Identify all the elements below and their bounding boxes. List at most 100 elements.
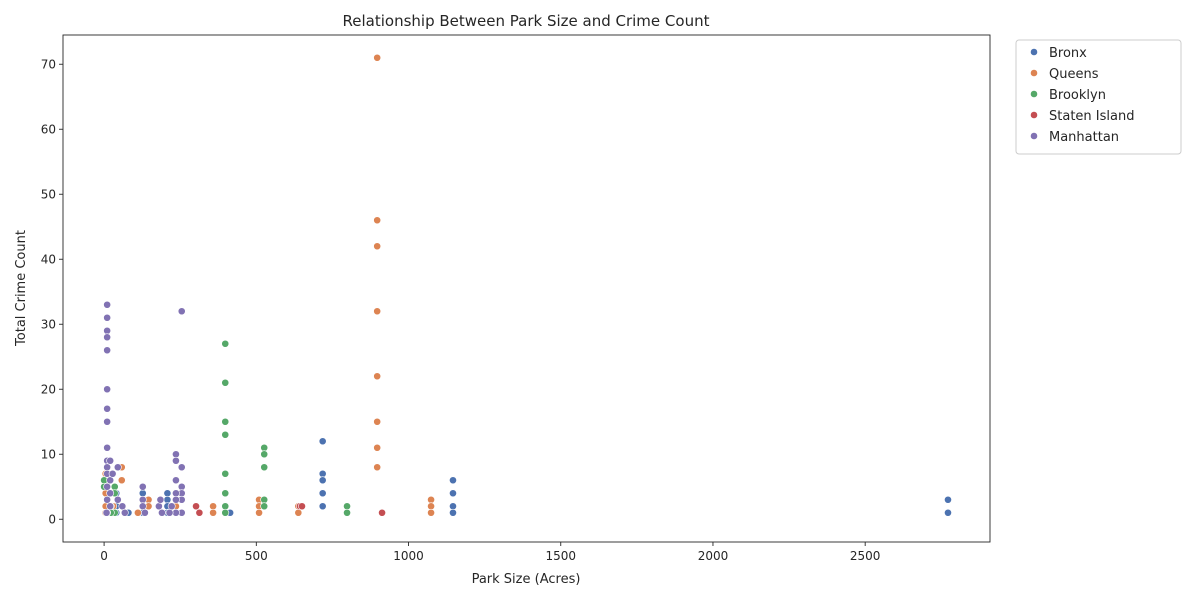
point-queens-15 bbox=[255, 508, 263, 517]
point-queens-10 bbox=[427, 508, 435, 517]
point-manhattan-36 bbox=[156, 495, 165, 504]
chart-title: Relationship Between Park Size and Crime… bbox=[343, 12, 710, 30]
point-queens-16 bbox=[209, 502, 217, 511]
point-manhattan-29 bbox=[172, 495, 180, 504]
point-queens-9 bbox=[427, 502, 435, 511]
point-manhattan-40 bbox=[113, 463, 122, 472]
point-staten-island-4 bbox=[378, 508, 386, 517]
point-staten-island-1 bbox=[195, 508, 204, 517]
legend-marker-staten-island bbox=[1030, 111, 1038, 119]
point-brooklyn-1 bbox=[221, 378, 230, 387]
point-manhattan-1 bbox=[103, 313, 112, 322]
point-brooklyn-12 bbox=[260, 502, 269, 511]
y-tick-label: 30 bbox=[41, 317, 56, 331]
legend-marker-manhattan bbox=[1030, 132, 1038, 140]
point-queens-7 bbox=[373, 463, 382, 472]
point-manhattan-26 bbox=[172, 456, 180, 465]
y-tick-label: 60 bbox=[41, 122, 56, 136]
y-tick-label: 0 bbox=[48, 512, 56, 526]
legend-marker-queens bbox=[1030, 69, 1038, 77]
point-brooklyn-11 bbox=[260, 495, 269, 504]
point-manhattan-17 bbox=[106, 489, 115, 498]
point-manhattan-19 bbox=[177, 307, 186, 316]
point-bronx-16 bbox=[138, 489, 147, 498]
point-queens-5 bbox=[373, 417, 382, 426]
point-manhattan-20 bbox=[177, 463, 186, 472]
point-brooklyn-5 bbox=[221, 489, 230, 498]
x-axis-label: Park Size (Acres) bbox=[472, 572, 581, 587]
point-queens-12 bbox=[294, 508, 303, 517]
point-bronx-12 bbox=[163, 489, 172, 498]
y-tick-label: 70 bbox=[41, 57, 56, 71]
point-manhattan-25 bbox=[172, 450, 180, 459]
point-brooklyn-13 bbox=[343, 502, 351, 511]
y-tick-label: 40 bbox=[41, 252, 56, 266]
point-manhattan-32 bbox=[138, 495, 147, 504]
point-manhattan-45 bbox=[108, 469, 117, 478]
point-manhattan-21 bbox=[177, 482, 186, 491]
point-manhattan-37 bbox=[158, 508, 166, 517]
y-axis-ticks: 0 10 20 30 40 50 60 70 bbox=[41, 57, 63, 526]
point-brooklyn-7 bbox=[221, 508, 230, 517]
point-queens-8 bbox=[427, 495, 435, 504]
point-manhattan-27 bbox=[172, 476, 180, 485]
point-manhattan-38 bbox=[165, 508, 174, 517]
point-bronx-8 bbox=[318, 476, 327, 485]
point-bronx-10 bbox=[318, 502, 327, 511]
point-manhattan-13 bbox=[103, 495, 112, 504]
legend-label-brooklyn: Brooklyn bbox=[1049, 88, 1106, 103]
point-bronx-9 bbox=[318, 489, 327, 498]
point-bronx-6 bbox=[318, 437, 327, 446]
x-axis-ticks: 0 500 1000 1500 2000 2500 bbox=[100, 542, 880, 563]
point-queens-3 bbox=[373, 307, 382, 316]
point-manhattan-12 bbox=[103, 482, 112, 491]
point-queens-17 bbox=[209, 508, 217, 517]
point-manhattan-6 bbox=[103, 404, 112, 413]
legend-box bbox=[1015, 39, 1182, 155]
legend: Bronx Queens Brooklyn Staten Island Manhatta… bbox=[1015, 39, 1182, 155]
data-points bbox=[100, 53, 952, 517]
point-manhattan-43 bbox=[120, 508, 129, 517]
legend-label-manhattan: Manhattan bbox=[1049, 130, 1119, 145]
point-brooklyn-14 bbox=[343, 508, 351, 517]
x-tick-label: 2500 bbox=[850, 549, 881, 563]
point-manhattan-0 bbox=[103, 300, 112, 309]
point-manhattan-42 bbox=[118, 502, 127, 511]
x-tick-label: 1000 bbox=[393, 549, 424, 563]
point-manhattan-8 bbox=[103, 443, 112, 452]
point-manhattan-5 bbox=[103, 385, 112, 394]
point-manhattan-28 bbox=[172, 489, 180, 498]
legend-label-bronx: Bronx bbox=[1049, 46, 1087, 61]
point-queens-24 bbox=[117, 476, 126, 485]
plot-frame bbox=[62, 34, 991, 543]
point-manhattan-35 bbox=[154, 502, 163, 511]
x-tick-label: 500 bbox=[245, 549, 268, 563]
point-manhattan-31 bbox=[138, 482, 147, 491]
point-queens-1 bbox=[373, 216, 382, 225]
point-brooklyn-4 bbox=[221, 469, 230, 478]
point-queens-2 bbox=[373, 242, 382, 251]
point-bronx-5 bbox=[449, 508, 457, 517]
point-manhattan-15 bbox=[106, 456, 115, 465]
point-brooklyn-6 bbox=[221, 502, 230, 511]
point-brooklyn-15 bbox=[110, 482, 119, 491]
point-queens-4 bbox=[373, 372, 382, 381]
legend-marker-brooklyn bbox=[1030, 90, 1038, 98]
legend-label-queens: Queens bbox=[1049, 67, 1099, 82]
point-queens-22 bbox=[133, 508, 142, 517]
point-manhattan-2 bbox=[103, 326, 112, 335]
legend-marker-bronx bbox=[1030, 48, 1038, 56]
y-axis-label: Total Crime Count bbox=[14, 230, 29, 347]
point-brooklyn-3 bbox=[221, 430, 230, 439]
point-bronx-1 bbox=[944, 508, 952, 517]
point-brooklyn-0 bbox=[221, 339, 230, 348]
point-queens-0 bbox=[373, 53, 382, 62]
point-manhattan-34 bbox=[140, 508, 149, 517]
point-bronx-3 bbox=[449, 489, 457, 498]
point-staten-island-3 bbox=[298, 502, 306, 511]
point-bronx-13 bbox=[163, 495, 172, 504]
point-manhattan-39 bbox=[167, 502, 176, 511]
x-tick-label: 2000 bbox=[698, 549, 729, 563]
y-tick-label: 20 bbox=[41, 382, 56, 396]
